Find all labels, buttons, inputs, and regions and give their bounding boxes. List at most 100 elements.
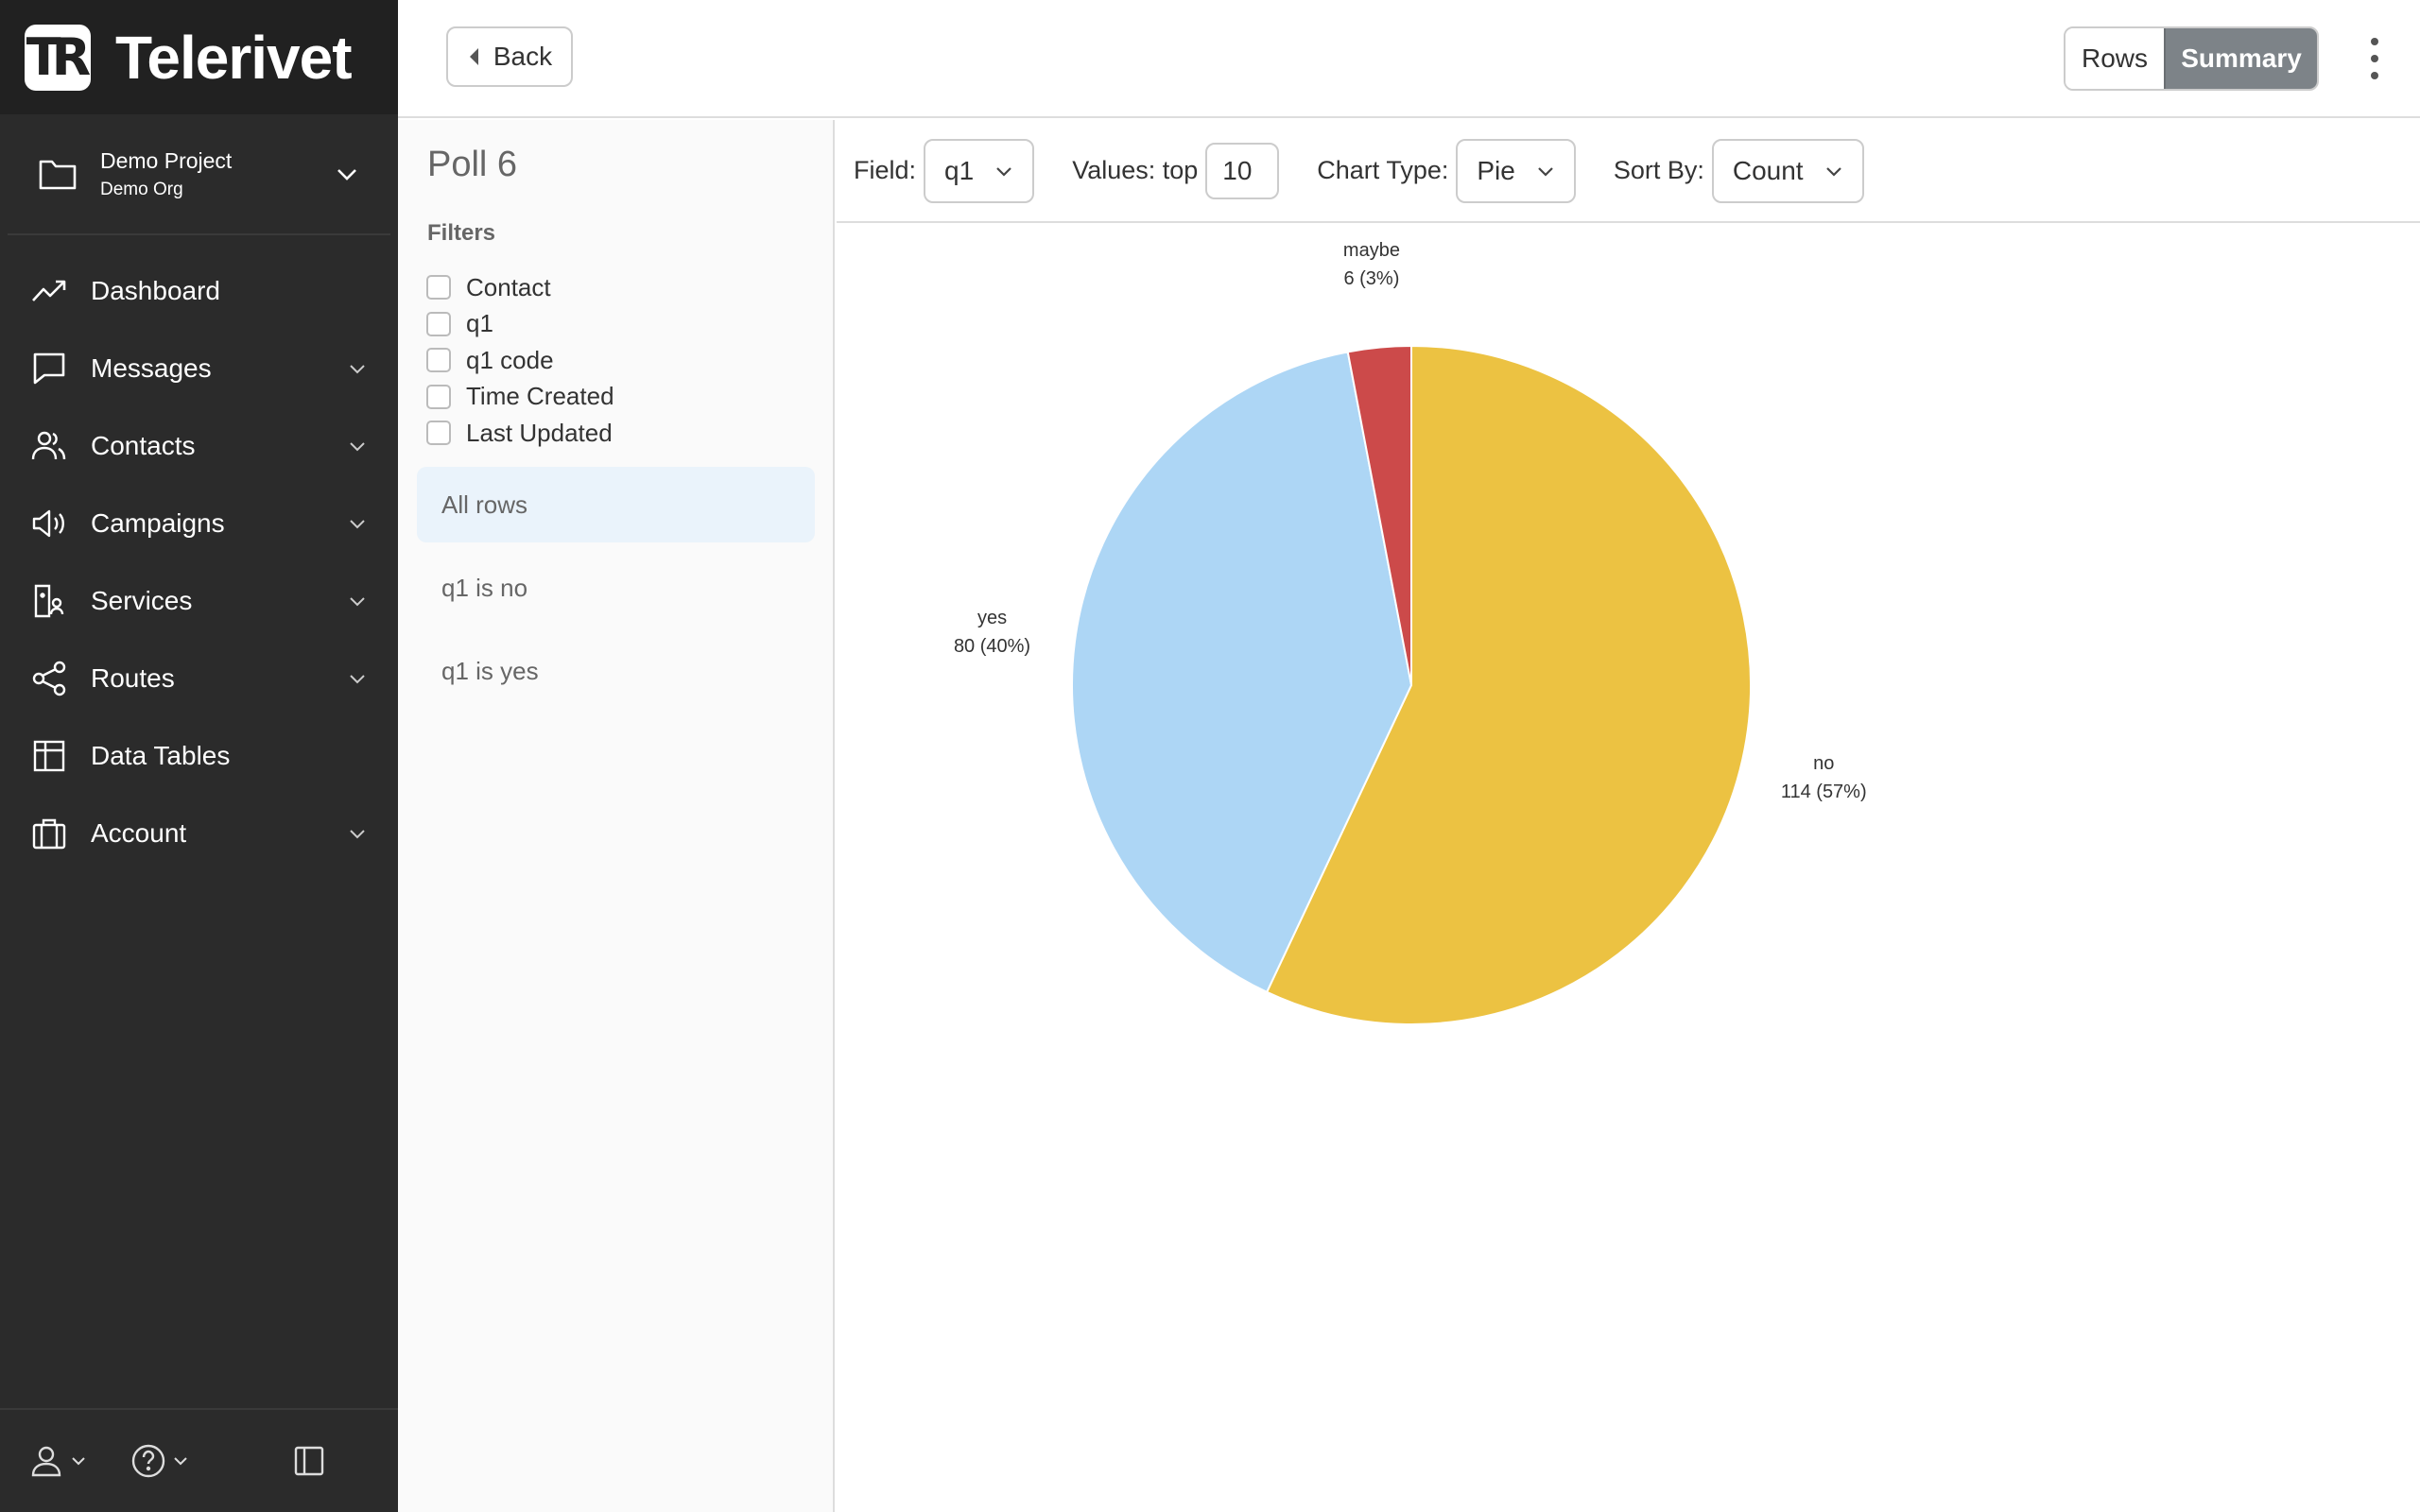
chevron-down-icon bbox=[350, 442, 365, 452]
sidebar-item-label: Dashboard bbox=[91, 276, 220, 305]
filter-checkbox[interactable]: Contact bbox=[426, 269, 614, 306]
sidebar-item-routes[interactable]: Routes bbox=[0, 640, 398, 717]
user-menu-button[interactable] bbox=[28, 1443, 93, 1479]
pie-slice-yes[interactable] bbox=[1071, 351, 1413, 994]
pie-slice-no[interactable] bbox=[1265, 344, 1752, 1025]
field-label: Field: bbox=[854, 156, 917, 184]
sidebar-item-label: Messages bbox=[91, 353, 212, 383]
filter-checkbox[interactable]: Last Updated bbox=[426, 415, 614, 452]
sidebar-item-label: Data Tables bbox=[91, 741, 231, 770]
project-switcher[interactable]: Demo Project Demo Org bbox=[8, 114, 390, 235]
logo-mark-text: TR bbox=[26, 27, 91, 87]
sort-by-value: Count bbox=[1732, 155, 1804, 185]
filter-checkbox-label: Time Created bbox=[466, 382, 614, 411]
logo-mark[interactable]: TR bbox=[25, 24, 91, 91]
saved-filter-item[interactable]: q1 is yes bbox=[441, 656, 539, 685]
view-toggle: Rows Summary bbox=[2064, 26, 2319, 91]
saved-filter-item[interactable]: q1 is no bbox=[441, 573, 528, 602]
share-icon bbox=[30, 660, 68, 697]
pie-label-name: yes bbox=[977, 607, 1008, 628]
chevron-down-icon bbox=[350, 365, 365, 374]
pie-chart bbox=[1071, 344, 1752, 1025]
sidebar: TR Telerivet Demo Project Demo Org Dashb… bbox=[0, 0, 398, 1512]
sort-by-label: Sort By: bbox=[1613, 156, 1704, 184]
chart-type-label: Chart Type: bbox=[1317, 156, 1449, 184]
checkbox[interactable] bbox=[426, 348, 451, 373]
values-top-input[interactable]: 10 bbox=[1205, 142, 1280, 199]
message-icon bbox=[30, 350, 68, 387]
sidebar-item-account[interactable]: Account bbox=[0, 795, 398, 872]
values-label: Values: top bbox=[1072, 156, 1199, 184]
sidebar-footer bbox=[0, 1408, 398, 1512]
filter-checkbox[interactable]: q1 code bbox=[426, 342, 614, 379]
filter-checkbox-label: q1 code bbox=[466, 345, 554, 374]
filters-heading: Filters bbox=[427, 220, 496, 246]
filter-checkbox[interactable]: Time Created bbox=[426, 379, 614, 416]
chart-type-value: Pie bbox=[1477, 155, 1515, 185]
chevron-down-icon bbox=[174, 1457, 187, 1466]
sidebar-item-data-tables[interactable]: Data Tables bbox=[0, 717, 398, 795]
chevron-down-icon bbox=[996, 166, 1011, 177]
filter-checkbox[interactable]: q1 bbox=[426, 306, 614, 343]
filter-checkbox-label: Last Updated bbox=[466, 418, 613, 447]
help-menu-button[interactable] bbox=[130, 1443, 195, 1479]
sidebar-item-services[interactable]: Services bbox=[0, 562, 398, 640]
chevron-down-icon bbox=[1825, 166, 1841, 177]
help-icon bbox=[131, 1444, 165, 1478]
back-button[interactable]: Back bbox=[446, 26, 573, 87]
sidebar-item-messages[interactable]: Messages bbox=[0, 330, 398, 407]
filters-panel: Poll 6 Filters Contact q1 q1 code Time Crea… bbox=[398, 120, 835, 1512]
rows-tab[interactable]: Rows bbox=[2066, 28, 2164, 89]
chevron-down-icon bbox=[350, 675, 365, 684]
services-icon bbox=[30, 582, 68, 620]
sidebar-item-campaigns[interactable]: Campaigns bbox=[0, 485, 398, 562]
checkbox[interactable] bbox=[426, 311, 451, 336]
more-options-icon[interactable] bbox=[2369, 38, 2380, 79]
pie-chart-area: no 114 (57%) yes 80 (40%) maybe 6 (3%) bbox=[837, 225, 2420, 1512]
megaphone-icon bbox=[30, 505, 68, 542]
chevron-down-icon bbox=[1538, 166, 1553, 177]
field-select-value: q1 bbox=[944, 155, 975, 185]
pie-label-value: 80 (40%) bbox=[953, 635, 1031, 657]
project-name: Demo Project bbox=[100, 147, 233, 173]
top-bar: Back Rows Summary bbox=[398, 0, 2420, 118]
briefcase-icon bbox=[30, 815, 68, 852]
saved-filter-item[interactable]: All rows bbox=[417, 467, 815, 542]
sidebar-item-label: Services bbox=[91, 586, 193, 615]
org-name: Demo Org bbox=[100, 179, 183, 199]
chart-type-select[interactable]: Pie bbox=[1456, 138, 1576, 203]
brand-name[interactable]: Telerivet bbox=[115, 23, 352, 92]
filter-checkbox-list: Contact q1 q1 code Time Created Last Updated bbox=[426, 269, 614, 452]
pie-label-no: no 114 (57%) bbox=[1781, 749, 1867, 806]
pie-label-yes: yes 80 (40%) bbox=[954, 604, 1030, 661]
collapse-sidebar-button[interactable] bbox=[292, 1444, 332, 1478]
sidebar-item-label: Routes bbox=[91, 663, 175, 693]
filter-checkbox-label: Contact bbox=[466, 272, 551, 301]
summary-tab[interactable]: Summary bbox=[2164, 28, 2317, 89]
saved-filter-list: All rows q1 is no q1 is yes bbox=[417, 467, 815, 716]
field-select[interactable]: q1 bbox=[924, 138, 1035, 203]
page-title: Poll 6 bbox=[427, 145, 518, 184]
pie-label-name: maybe bbox=[1342, 239, 1400, 261]
pie-slice-maybe[interactable] bbox=[1346, 344, 1412, 686]
sidebar-item-label: Account bbox=[91, 818, 187, 848]
checkbox[interactable] bbox=[426, 384, 451, 409]
users-icon bbox=[30, 427, 68, 465]
trending-up-icon bbox=[30, 272, 68, 310]
pie-label-value: 6 (3%) bbox=[1343, 267, 1400, 289]
sidebar-toggle-icon bbox=[294, 1446, 324, 1476]
checkbox[interactable] bbox=[426, 421, 451, 446]
back-button-label: Back bbox=[493, 42, 553, 71]
pie-label-maybe: maybe 6 (3%) bbox=[1343, 236, 1400, 293]
sidebar-item-label: Campaigns bbox=[91, 508, 225, 538]
sidebar-item-contacts[interactable]: Contacts bbox=[0, 407, 398, 485]
checkbox[interactable] bbox=[426, 275, 451, 301]
chevron-down-icon bbox=[72, 1457, 85, 1466]
sidebar-item-label: Contacts bbox=[91, 431, 196, 460]
pie-label-name: no bbox=[1813, 752, 1835, 774]
pie-label-value: 114 (57%) bbox=[1780, 781, 1867, 802]
sort-by-select[interactable]: Count bbox=[1711, 138, 1864, 203]
sidebar-item-dashboard[interactable]: Dashboard bbox=[0, 252, 398, 330]
folder-icon bbox=[39, 160, 77, 190]
chevron-down-icon bbox=[337, 169, 356, 180]
